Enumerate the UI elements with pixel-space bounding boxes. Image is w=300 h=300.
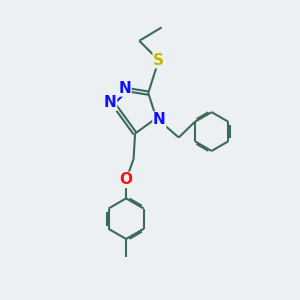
Text: S: S	[153, 53, 164, 68]
Text: N: N	[118, 81, 131, 96]
Text: N: N	[153, 112, 166, 127]
Text: N: N	[104, 95, 117, 110]
Text: O: O	[120, 172, 133, 188]
